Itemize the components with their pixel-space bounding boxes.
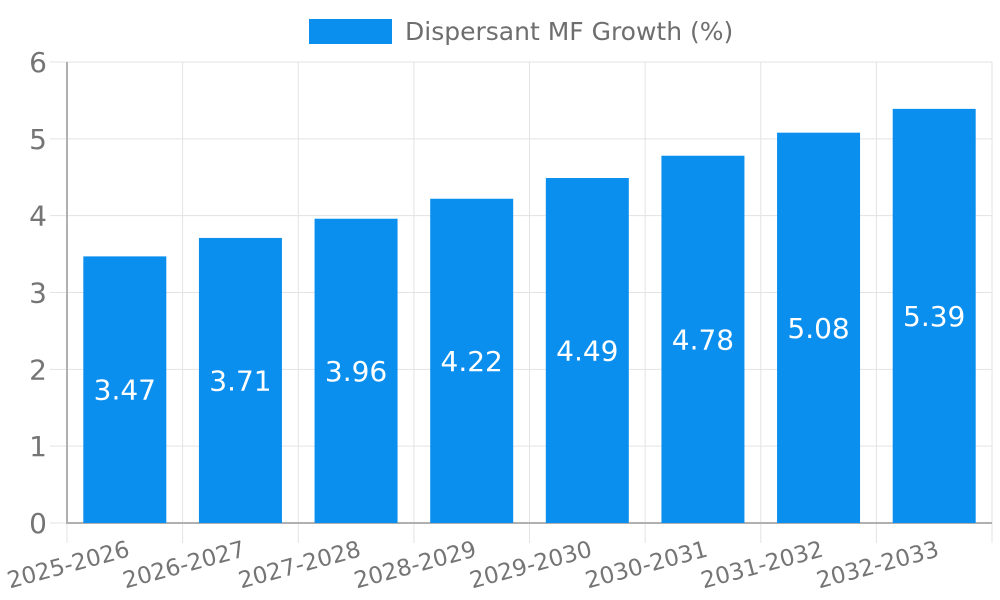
- y-tick-label: 4: [29, 200, 47, 233]
- bar-value-label: 3.71: [209, 364, 271, 397]
- y-tick-label: 0: [29, 507, 47, 540]
- y-tick-label: 1: [29, 430, 47, 463]
- y-tick-label: 3: [29, 277, 47, 310]
- bar-value-label: 3.47: [94, 374, 156, 407]
- bar-2027-2028[interactable]: [314, 218, 398, 524]
- bar-2026-2027[interactable]: [198, 237, 282, 523]
- bar-2032-2033[interactable]: [892, 108, 976, 523]
- y-tick-label: 6: [29, 46, 47, 79]
- bar-2030-2031[interactable]: [661, 155, 745, 523]
- bar-value-label: 5.39: [903, 300, 965, 333]
- bar-value-label: 4.78: [672, 323, 734, 356]
- y-tick-label: 5: [29, 123, 47, 156]
- legend-label: Dispersant MF Growth (%): [405, 17, 734, 46]
- bar-value-label: 4.49: [556, 335, 618, 368]
- legend-swatch: [309, 19, 392, 44]
- bar-2025-2026[interactable]: [83, 256, 167, 523]
- bar-value-label: 3.96: [325, 355, 387, 388]
- bar-2028-2029[interactable]: [430, 198, 514, 523]
- y-tick-label: 2: [29, 353, 47, 386]
- legend-item[interactable]: Dispersant MF Growth (%): [309, 17, 733, 46]
- bar-value-label: 4.22: [441, 345, 503, 378]
- bar-2029-2030[interactable]: [545, 178, 629, 524]
- bar-2031-2032[interactable]: [777, 132, 861, 524]
- bar-value-label: 5.08: [787, 312, 849, 345]
